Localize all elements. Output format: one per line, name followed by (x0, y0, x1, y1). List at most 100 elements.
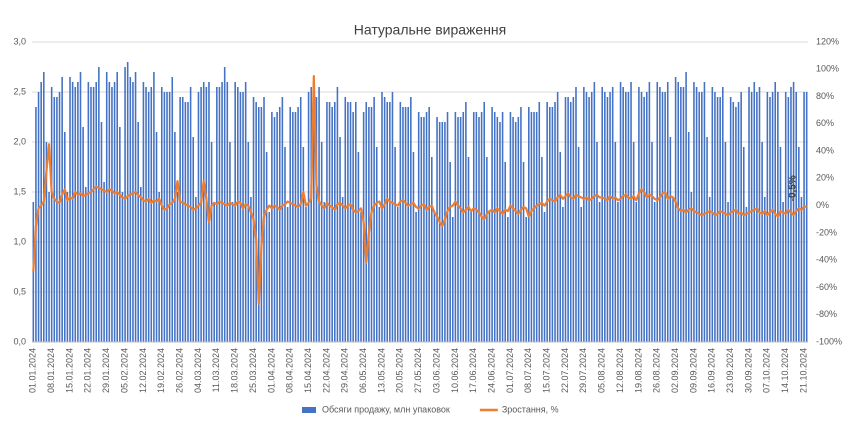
bar (389, 102, 391, 342)
bar (795, 92, 797, 342)
bar (475, 112, 478, 342)
bar (66, 192, 69, 342)
bar (192, 137, 195, 342)
bar (69, 77, 71, 342)
bar (98, 67, 100, 342)
bar (410, 97, 412, 342)
bar (493, 112, 496, 342)
x-tick-label: 21.10.2024 (798, 348, 808, 393)
y2-tick-label: -60% (816, 282, 837, 292)
bar (522, 162, 525, 342)
x-tick-label: 20.05.2024 (395, 348, 405, 393)
y-tick-label: 2,0 (13, 136, 26, 146)
bar (328, 102, 331, 342)
bar (205, 87, 208, 342)
x-tick-label: 26.02.2024 (174, 348, 184, 393)
bar (150, 87, 153, 342)
bar (92, 87, 95, 342)
bar (559, 152, 562, 342)
bar (444, 122, 446, 342)
bar (171, 77, 174, 342)
bar (507, 217, 509, 342)
bar (399, 102, 402, 342)
bar (179, 97, 181, 342)
bar (753, 82, 756, 342)
bar (61, 77, 63, 342)
bar (467, 157, 470, 342)
bar (651, 142, 653, 342)
bar (155, 132, 158, 342)
bar (313, 97, 315, 342)
y-tick-label: 1,0 (13, 236, 26, 246)
bar (386, 102, 389, 342)
bar (237, 87, 239, 342)
bar (659, 87, 661, 342)
bar (729, 97, 732, 342)
bar (32, 202, 35, 342)
bar (360, 212, 362, 342)
x-tick-label: 29.07.2024 (578, 348, 588, 393)
bar (200, 87, 202, 342)
x-tick-label: 22.07.2024 (560, 348, 570, 393)
bar (465, 102, 467, 342)
bar (614, 142, 617, 342)
bar (782, 202, 784, 342)
bar (260, 107, 263, 342)
bar (326, 102, 328, 342)
x-tick-label: 01.01.2024 (28, 348, 38, 393)
bar (202, 82, 205, 342)
bar (404, 107, 407, 342)
bar (197, 92, 200, 342)
bar (640, 92, 643, 342)
data-label: -0,5% (787, 175, 798, 201)
bar (299, 97, 302, 342)
bar (305, 207, 307, 342)
bar (803, 92, 805, 342)
bar (433, 212, 436, 342)
bar (84, 187, 87, 342)
bar (680, 87, 682, 342)
bar (756, 92, 758, 342)
bar (121, 192, 124, 342)
bar (706, 137, 708, 342)
bar (569, 102, 572, 342)
bar (391, 92, 394, 342)
bar (181, 97, 184, 342)
bar (271, 112, 273, 342)
bar (685, 72, 687, 342)
bar (541, 157, 543, 342)
bar (483, 102, 486, 342)
bar (598, 202, 601, 342)
bar (276, 112, 278, 342)
bar (512, 117, 514, 342)
bar (805, 92, 808, 342)
bar (373, 97, 375, 342)
bar (504, 162, 506, 342)
bar (174, 132, 176, 342)
bar (195, 197, 197, 342)
bar (551, 107, 554, 342)
bar (486, 157, 488, 342)
bar (588, 97, 590, 342)
y-tick-label: 0,5 (13, 286, 26, 296)
bar (189, 87, 192, 342)
x-tick-label: 19.08.2024 (633, 348, 643, 393)
bar (415, 212, 417, 342)
y2-tick-label: 100% (816, 64, 839, 74)
y2-tick-label: 120% (816, 36, 839, 46)
bar (438, 122, 441, 342)
bar (462, 112, 465, 342)
bar (656, 82, 659, 342)
bar (472, 112, 475, 342)
bar (79, 72, 82, 342)
bar (645, 92, 648, 342)
bar (543, 212, 546, 342)
legend-label: Обсяги продажу, млн упаковок (322, 404, 450, 414)
bar (294, 112, 297, 342)
bar (719, 97, 721, 342)
bar (208, 82, 210, 342)
bar (375, 147, 378, 342)
bar (95, 82, 98, 342)
bar (653, 202, 656, 342)
bar (234, 82, 236, 342)
